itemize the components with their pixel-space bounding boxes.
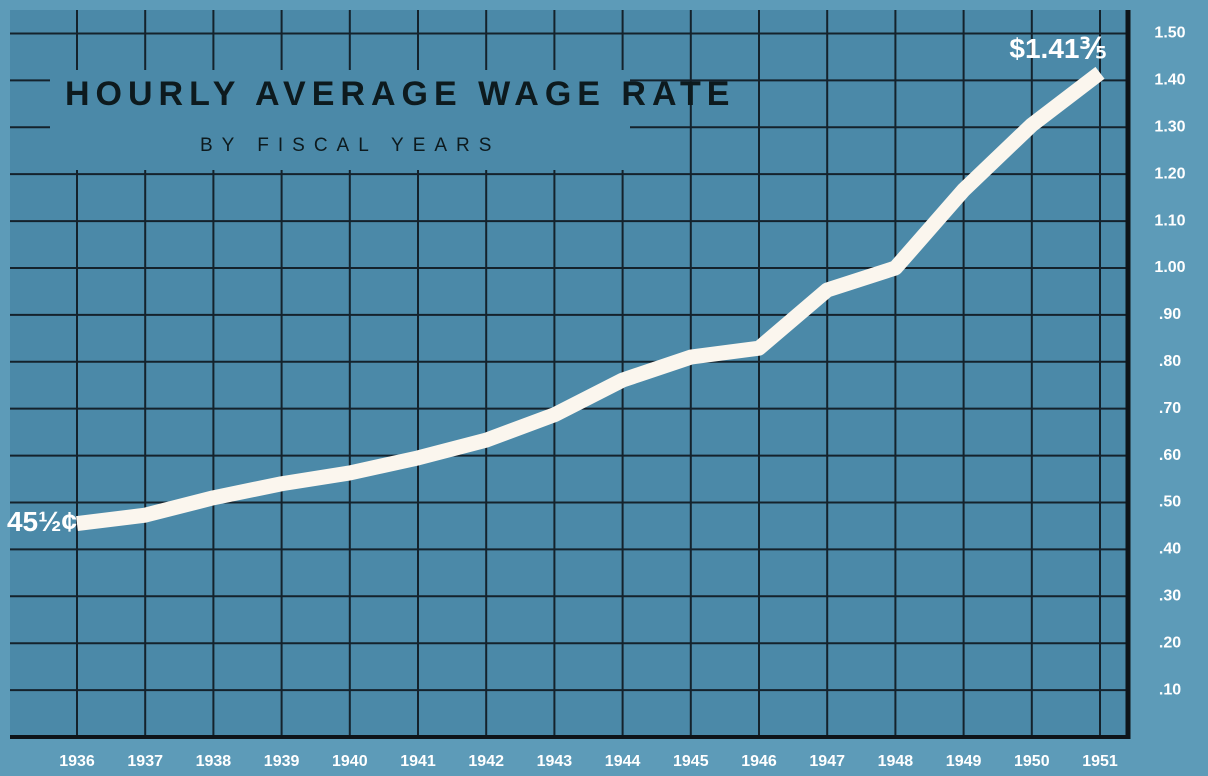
wage-line — [76, 66, 1105, 532]
y-tick-label: .10 — [1159, 681, 1181, 698]
x-tick-label: 1946 — [741, 753, 777, 770]
x-tick-label: 1938 — [196, 753, 232, 770]
title-box — [50, 70, 630, 170]
y-tick-label: 1.30 — [1154, 118, 1185, 135]
y-tick-label: .70 — [1159, 400, 1181, 417]
y-tick-label: .20 — [1159, 634, 1181, 651]
y-tick-label: 1.10 — [1154, 212, 1185, 229]
x-tick-label: 1947 — [809, 753, 845, 770]
data-label: 45½¢ — [7, 506, 77, 537]
x-tick-label: 1939 — [264, 753, 300, 770]
x-tick-label: 1943 — [537, 753, 573, 770]
y-tick-label: .90 — [1159, 306, 1181, 323]
y-tick-label: .50 — [1159, 494, 1181, 511]
x-tick-label: 1942 — [468, 753, 504, 770]
data-label: $1.41⅗ — [1009, 33, 1106, 64]
x-tick-label: 1945 — [673, 753, 709, 770]
x-tick-label: 1936 — [59, 753, 95, 770]
chart-subtitle: BY FISCAL YEARS — [200, 135, 500, 156]
x-tick-label: 1948 — [878, 753, 914, 770]
x-tick-label: 1941 — [400, 753, 436, 770]
x-tick-label: 1937 — [127, 753, 163, 770]
x-tick-label: 1944 — [605, 753, 641, 770]
x-tick-label: 1949 — [946, 753, 982, 770]
y-tick-label: .80 — [1159, 353, 1181, 370]
y-tick-label: 1.20 — [1154, 165, 1185, 182]
x-tick-label: 1951 — [1082, 753, 1118, 770]
y-tick-label: 1.50 — [1154, 25, 1185, 42]
x-tick-label: 1950 — [1014, 753, 1050, 770]
x-tick-label: 1940 — [332, 753, 368, 770]
y-tick-label: .40 — [1159, 541, 1181, 558]
y-tick-label: .30 — [1159, 588, 1181, 605]
y-tick-label: 1.00 — [1154, 259, 1185, 276]
y-tick-label: .60 — [1159, 447, 1181, 464]
y-tick-label: 1.40 — [1154, 72, 1185, 89]
chart-title: HOURLY AVERAGE WAGE RATE — [65, 75, 735, 113]
